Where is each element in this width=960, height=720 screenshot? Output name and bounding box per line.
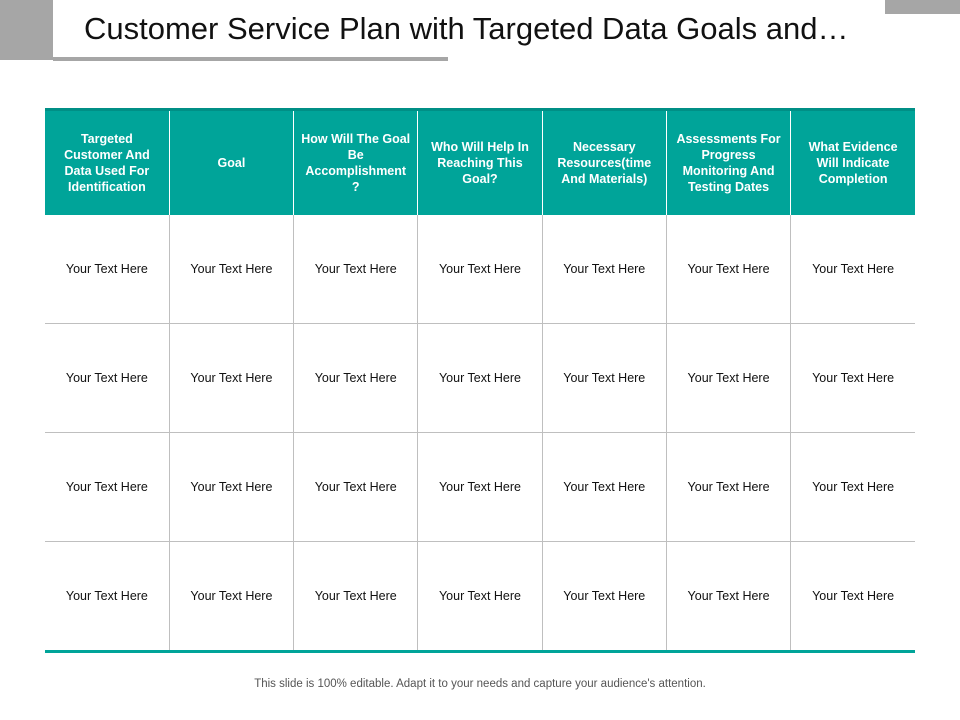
- corner-decoration-right: [885, 0, 960, 14]
- column-header-who-will-help: Who Will Help In Reaching This Goal?: [417, 108, 543, 215]
- table-cell: Your Text Here: [417, 215, 543, 324]
- table-cell: Your Text Here: [417, 432, 543, 542]
- table-cell: Your Text Here: [417, 323, 543, 433]
- table-cell: Your Text Here: [790, 215, 915, 324]
- table-cell: Your Text Here: [665, 432, 791, 542]
- table-row: Your Text Here Your Text Here Your Text …: [45, 215, 915, 324]
- table-cell: Your Text Here: [45, 432, 170, 542]
- table-cell: Your Text Here: [665, 323, 791, 433]
- table-row: Your Text Here Your Text Here Your Text …: [45, 432, 915, 542]
- table-row: Your Text Here Your Text Here Your Text …: [45, 323, 915, 433]
- table-cell: Your Text Here: [541, 541, 667, 653]
- table-row: Your Text Here Your Text Here Your Text …: [45, 541, 915, 653]
- table-cell: Your Text Here: [168, 541, 294, 653]
- table-header-row: Targeted Customer And Data Used For Iden…: [45, 108, 915, 215]
- corner-decoration-left: [0, 0, 53, 60]
- column-header-how-accomplished: How Will The Goal Be Accomplishment ?: [293, 108, 418, 215]
- table-cell: Your Text Here: [45, 323, 170, 433]
- table-cell: Your Text Here: [790, 541, 915, 653]
- table-cell: Your Text Here: [45, 541, 170, 653]
- column-header-targeted-customer: Targeted Customer And Data Used For Iden…: [45, 108, 170, 215]
- table-cell: Your Text Here: [168, 323, 294, 433]
- table-cell: Your Text Here: [45, 215, 170, 324]
- table-cell: Your Text Here: [541, 323, 667, 433]
- column-header-assessments: Assessments For Progress Monitoring And …: [665, 108, 791, 215]
- table-cell: Your Text Here: [293, 432, 418, 542]
- table-cell: Your Text Here: [790, 323, 915, 433]
- footer-note: This slide is 100% editable. Adapt it to…: [254, 678, 706, 690]
- title-underline: [53, 57, 448, 61]
- table-cell: Your Text Here: [168, 432, 294, 542]
- table-cell: Your Text Here: [293, 215, 418, 324]
- table-cell: Your Text Here: [541, 432, 667, 542]
- table-cell: Your Text Here: [665, 541, 791, 653]
- table-cell: Your Text Here: [790, 432, 915, 542]
- table-cell: Your Text Here: [293, 323, 418, 433]
- column-header-goal: Goal: [168, 108, 294, 215]
- table-cell: Your Text Here: [417, 541, 543, 653]
- column-header-resources: Necessary Resources(time And Materials): [541, 108, 667, 215]
- column-header-evidence: What Evidence Will Indicate Completion: [790, 108, 915, 215]
- plan-table: Targeted Customer And Data Used For Iden…: [45, 108, 915, 653]
- table-cell: Your Text Here: [665, 215, 791, 324]
- table-cell: Your Text Here: [293, 541, 418, 653]
- table-cell: Your Text Here: [541, 215, 667, 324]
- slide-title: Customer Service Plan with Targeted Data…: [84, 11, 849, 46]
- table-cell: Your Text Here: [168, 215, 294, 324]
